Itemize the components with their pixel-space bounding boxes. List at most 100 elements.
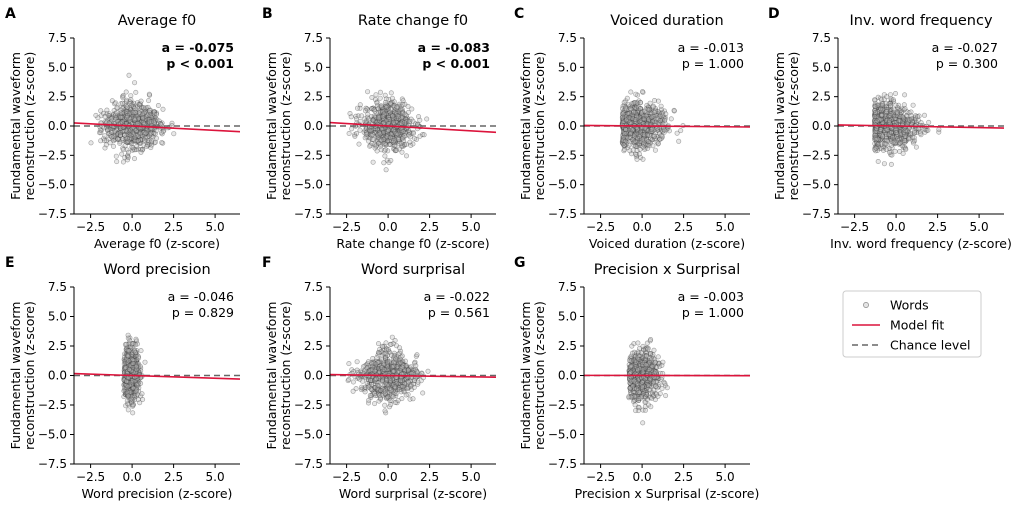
word-point [386, 117, 392, 123]
word-point [379, 137, 385, 143]
word-point [653, 391, 659, 397]
word-point [396, 101, 402, 107]
word-point [626, 131, 632, 137]
word-point [645, 119, 651, 125]
word-point [376, 137, 382, 143]
word-point [893, 135, 899, 141]
word-point [122, 100, 128, 106]
word-point [893, 113, 899, 119]
word-point [648, 116, 654, 122]
word-point [645, 145, 651, 151]
word-point [123, 136, 129, 142]
word-point [622, 131, 628, 137]
word-point [127, 101, 133, 107]
word-point [147, 107, 153, 113]
word-point [643, 142, 649, 148]
word-point [132, 117, 138, 123]
word-point [655, 108, 661, 114]
word-point [636, 151, 642, 157]
word-point [127, 110, 133, 116]
word-point [125, 335, 131, 341]
word-point [134, 132, 140, 138]
word-point [130, 385, 136, 391]
y-tick-label: −5.0 [294, 178, 323, 192]
word-point [390, 135, 396, 141]
word-point [892, 117, 898, 123]
word-point [126, 348, 132, 354]
word-point [641, 128, 647, 134]
word-point [649, 119, 655, 125]
word-point [353, 113, 359, 119]
word-point [364, 134, 370, 140]
word-point [119, 116, 125, 122]
word-point [127, 127, 133, 133]
word-point [392, 142, 398, 148]
word-point [627, 119, 633, 125]
word-point [386, 96, 392, 102]
word-point [131, 108, 137, 114]
word-point [160, 128, 166, 134]
word-point [398, 140, 404, 146]
word-point [135, 135, 141, 141]
word-point [376, 130, 382, 136]
word-point [649, 395, 655, 401]
word-point [125, 152, 131, 158]
word-point [104, 111, 110, 117]
word-point [370, 117, 376, 123]
word-point [381, 135, 387, 141]
word-point [138, 98, 144, 104]
word-point [108, 116, 114, 122]
word-point [886, 113, 892, 119]
word-point [639, 350, 645, 356]
word-point [377, 118, 383, 124]
word-point [125, 120, 131, 126]
word-point [384, 128, 390, 134]
y-tick-label: −2.5 [548, 148, 577, 162]
word-point [393, 119, 399, 125]
word-point [623, 104, 629, 110]
word-point [132, 115, 138, 121]
word-point [620, 117, 626, 123]
x-tick-label: −2.5 [586, 220, 615, 234]
y-axis-label-line1: Fundamental waveform [8, 302, 23, 450]
x-tick-label: −2.5 [76, 220, 105, 234]
word-point [120, 136, 126, 142]
word-point [391, 138, 397, 144]
word-point [626, 117, 632, 123]
word-point [378, 111, 384, 117]
word-point [629, 343, 635, 349]
word-point [641, 120, 647, 126]
word-point [370, 117, 376, 123]
word-point [879, 127, 885, 133]
word-point [633, 91, 639, 97]
word-point [621, 127, 627, 133]
word-point [378, 147, 384, 153]
word-point [132, 80, 138, 86]
word-point [130, 103, 136, 109]
word-point [393, 109, 399, 115]
word-point [111, 108, 117, 114]
y-axis-label-line2: reconstruction (z-score) [278, 301, 293, 450]
word-point [135, 138, 141, 144]
word-point [643, 106, 649, 112]
word-point [108, 132, 114, 138]
word-point [620, 130, 626, 136]
word-point [621, 131, 627, 137]
word-point [154, 117, 160, 123]
word-point [391, 111, 397, 117]
word-point [117, 132, 123, 138]
word-point [131, 104, 137, 110]
word-point [374, 127, 380, 133]
word-point [132, 106, 138, 112]
word-point [121, 132, 127, 138]
word-point [399, 133, 405, 139]
word-point [405, 367, 411, 373]
word-point [382, 116, 388, 122]
word-point [148, 110, 154, 116]
word-point [117, 139, 123, 145]
word-point [399, 119, 405, 125]
word-point [622, 135, 628, 141]
word-point [130, 147, 136, 153]
word-point [129, 144, 135, 150]
word-point [389, 118, 395, 124]
